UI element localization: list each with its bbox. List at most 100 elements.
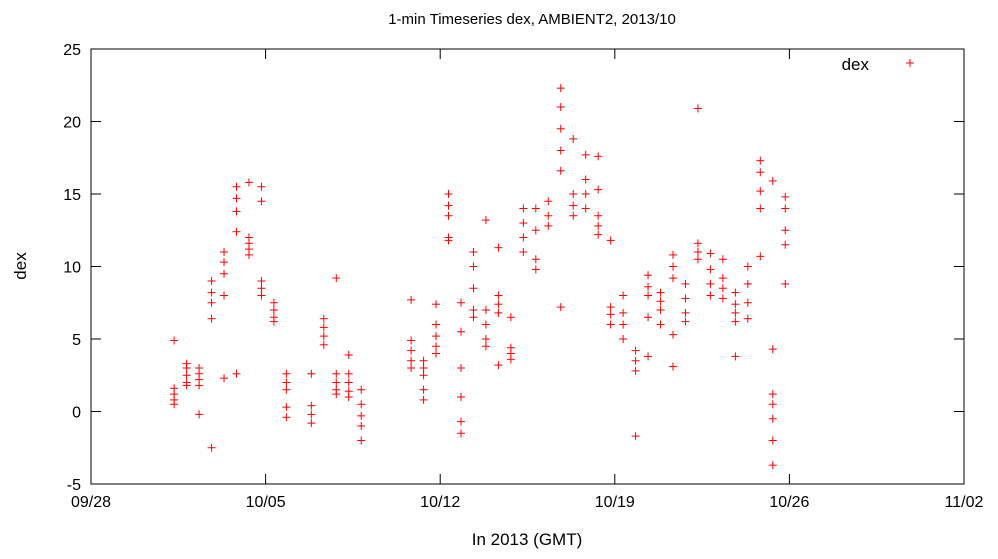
data-point bbox=[220, 269, 229, 278]
data-point bbox=[544, 221, 553, 230]
data-point bbox=[706, 291, 715, 300]
data-point bbox=[594, 152, 603, 161]
data-point bbox=[269, 298, 278, 307]
data-point bbox=[556, 166, 565, 175]
data-point bbox=[344, 378, 353, 387]
data-point bbox=[718, 284, 727, 293]
data-point bbox=[220, 291, 229, 300]
data-point bbox=[232, 207, 241, 216]
data-point bbox=[681, 308, 690, 317]
x-tick-label: 11/02 bbox=[945, 494, 984, 511]
legend-label-dex: dex bbox=[842, 55, 870, 74]
chart-title: 1-min Timeseries dex, AMBIENT2, 2013/10 bbox=[388, 11, 676, 28]
data-point bbox=[269, 306, 278, 314]
legend: dex bbox=[842, 55, 914, 74]
data-point bbox=[743, 314, 752, 323]
data-point bbox=[669, 262, 677, 271]
data-point bbox=[743, 298, 752, 307]
data-points bbox=[170, 84, 790, 470]
data-point bbox=[631, 346, 640, 355]
data-point bbox=[768, 176, 777, 185]
x-tick-label: 10/05 bbox=[246, 494, 286, 511]
data-point bbox=[756, 204, 765, 213]
data-point bbox=[357, 436, 366, 445]
data-point bbox=[332, 369, 341, 378]
data-point bbox=[456, 393, 465, 401]
data-point bbox=[781, 279, 790, 288]
x-tick-label: 10/19 bbox=[595, 494, 635, 511]
data-point bbox=[569, 201, 578, 210]
data-point bbox=[220, 258, 229, 267]
data-point bbox=[606, 310, 615, 319]
data-point bbox=[731, 308, 740, 317]
data-point bbox=[756, 168, 765, 177]
y-tick-label: -5 bbox=[67, 477, 81, 494]
data-point bbox=[444, 236, 453, 245]
data-point bbox=[319, 340, 328, 349]
data-point bbox=[706, 249, 715, 258]
data-point bbox=[207, 314, 216, 323]
data-point bbox=[307, 401, 316, 410]
data-point bbox=[656, 306, 665, 314]
data-point bbox=[481, 320, 490, 329]
data-point bbox=[544, 197, 553, 206]
data-point bbox=[631, 366, 640, 375]
data-point bbox=[606, 303, 615, 312]
data-point bbox=[344, 369, 353, 378]
data-point bbox=[257, 182, 266, 191]
data-point bbox=[195, 381, 204, 390]
data-point bbox=[681, 279, 690, 288]
data-point bbox=[631, 356, 640, 365]
data-point bbox=[619, 320, 628, 329]
data-point bbox=[332, 390, 341, 399]
data-point bbox=[569, 211, 578, 220]
data-point bbox=[170, 400, 179, 409]
data-point bbox=[494, 243, 503, 252]
data-point bbox=[731, 288, 740, 297]
data-point bbox=[768, 390, 777, 399]
legend-marker-glyph bbox=[906, 59, 914, 67]
data-point bbox=[494, 361, 503, 370]
data-point bbox=[781, 192, 790, 201]
data-point bbox=[207, 298, 216, 307]
data-point bbox=[195, 410, 204, 419]
data-point bbox=[357, 385, 366, 394]
data-point bbox=[257, 284, 266, 293]
data-point bbox=[594, 211, 603, 220]
x-axis: 09/28 10/05 10/12 10/19 10/26 11/02 bbox=[71, 49, 984, 511]
y-tick-label: 25 bbox=[63, 42, 81, 59]
data-point bbox=[257, 277, 266, 285]
data-point bbox=[481, 306, 490, 314]
data-point bbox=[182, 371, 191, 380]
data-point bbox=[494, 300, 503, 309]
y-tick-label: 10 bbox=[63, 260, 81, 277]
data-point bbox=[718, 255, 727, 264]
data-point bbox=[706, 265, 715, 274]
data-point bbox=[469, 306, 478, 314]
data-point bbox=[419, 385, 428, 394]
data-point bbox=[282, 378, 291, 387]
data-point bbox=[407, 295, 416, 304]
data-point bbox=[656, 320, 665, 329]
data-point bbox=[781, 204, 790, 213]
data-point bbox=[407, 364, 416, 372]
data-point bbox=[307, 419, 316, 428]
data-point bbox=[407, 346, 416, 355]
data-point bbox=[519, 219, 528, 227]
data-point bbox=[619, 335, 628, 343]
data-point bbox=[170, 384, 179, 393]
data-point bbox=[257, 197, 266, 206]
data-point bbox=[531, 204, 540, 213]
data-point bbox=[357, 400, 366, 409]
data-point bbox=[631, 432, 640, 441]
data-point bbox=[743, 262, 752, 271]
data-point bbox=[481, 335, 490, 343]
data-point bbox=[232, 369, 241, 378]
data-point bbox=[756, 156, 765, 165]
data-point bbox=[481, 216, 490, 225]
data-point bbox=[494, 291, 503, 300]
data-point bbox=[432, 342, 441, 351]
data-point bbox=[344, 393, 353, 401]
data-point bbox=[519, 233, 528, 242]
data-point bbox=[768, 414, 777, 423]
